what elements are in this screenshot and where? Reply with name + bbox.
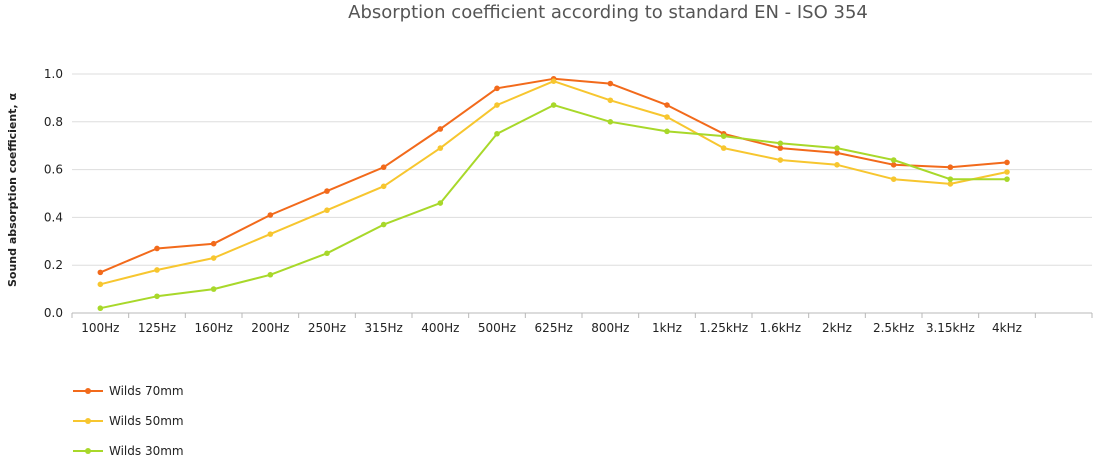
- data-point[interactable]: [324, 207, 330, 214]
- data-point[interactable]: [267, 212, 274, 218]
- data-point[interactable]: [834, 150, 840, 156]
- data-point[interactable]: [777, 140, 784, 147]
- data-point[interactable]: [380, 164, 387, 171]
- data-point[interactable]: [834, 162, 840, 168]
- data-point[interactable]: [97, 281, 104, 288]
- data-point[interactable]: [720, 145, 727, 151]
- legend-label: Wilds 30mm: [109, 444, 184, 458]
- y-tick-label: 0.2: [44, 258, 63, 272]
- data-point[interactable]: [947, 164, 954, 171]
- x-tick-label: 400Hz: [421, 321, 459, 335]
- data-point[interactable]: [1004, 176, 1010, 182]
- x-tick-label: 315Hz: [365, 321, 403, 335]
- y-tick-label: 0.0: [44, 306, 63, 320]
- x-tick-label: 800Hz: [591, 321, 629, 335]
- x-tick-label: 625Hz: [535, 321, 573, 335]
- series-3: [97, 102, 1010, 312]
- y-tick-label: 1.0: [44, 67, 63, 81]
- legend-label: Wilds 70mm: [109, 384, 184, 398]
- data-point[interactable]: [777, 157, 784, 163]
- y-tick-label: 0.6: [44, 163, 63, 177]
- data-point[interactable]: [210, 286, 217, 292]
- legend-item-2[interactable]: Wilds 50mm: [73, 414, 184, 428]
- data-point[interactable]: [1004, 159, 1010, 166]
- data-point[interactable]: [154, 293, 160, 300]
- data-point[interactable]: [664, 114, 670, 120]
- x-tick-label: 250Hz: [308, 321, 346, 335]
- data-point[interactable]: [890, 162, 897, 168]
- data-point[interactable]: [210, 240, 217, 247]
- x-tick-label: 3.15kHz: [926, 321, 975, 335]
- y-axis-label: Sound absorption coefficient, α: [6, 93, 19, 287]
- series: [97, 75, 1010, 312]
- data-point[interactable]: [607, 97, 614, 104]
- data-point[interactable]: [550, 102, 557, 108]
- data-point[interactable]: [324, 188, 330, 194]
- legend-label: Wilds 50mm: [109, 414, 184, 428]
- legend-swatch-marker: [85, 388, 91, 394]
- legend-swatch-marker: [85, 418, 91, 424]
- data-point[interactable]: [777, 145, 784, 151]
- series-2: [97, 78, 1010, 288]
- x-tick-label: 100Hz: [81, 321, 119, 335]
- legend-item-1[interactable]: Wilds 70mm: [73, 384, 184, 398]
- x-tick-label: 1.6kHz: [760, 321, 801, 335]
- legend-item-3[interactable]: Wilds 30mm: [73, 444, 184, 458]
- data-point[interactable]: [720, 133, 727, 139]
- data-point[interactable]: [664, 128, 670, 135]
- y-tick-label: 0.8: [44, 115, 63, 129]
- data-point[interactable]: [494, 102, 500, 108]
- x-tick-label: 160Hz: [195, 321, 233, 335]
- y-tick-label: 0.4: [44, 210, 63, 224]
- x-tick-label: 500Hz: [478, 321, 516, 335]
- x-tick-label: 2.5kHz: [873, 321, 914, 335]
- data-point[interactable]: [607, 119, 614, 125]
- grid: [72, 73, 1092, 266]
- data-point[interactable]: [154, 267, 160, 273]
- data-point[interactable]: [267, 271, 274, 278]
- legend-swatch-marker: [85, 448, 91, 454]
- data-point[interactable]: [97, 305, 104, 312]
- data-point[interactable]: [664, 102, 670, 108]
- data-point[interactable]: [437, 126, 444, 132]
- data-point[interactable]: [380, 183, 387, 190]
- data-point[interactable]: [834, 145, 840, 151]
- legend[interactable]: Wilds 70mm Wilds 50mm Wilds 30mm: [73, 384, 184, 458]
- data-point[interactable]: [890, 157, 897, 163]
- data-point[interactable]: [947, 181, 954, 187]
- x-tick-label: 2kHz: [822, 321, 852, 335]
- data-point[interactable]: [494, 85, 500, 92]
- x-tick-label: 1.25kHz: [699, 321, 748, 335]
- data-point[interactable]: [607, 80, 614, 87]
- x-tick-label: 1kHz: [652, 321, 682, 335]
- data-point[interactable]: [324, 250, 330, 257]
- x-tick-label: 200Hz: [251, 321, 289, 335]
- data-point[interactable]: [437, 145, 444, 151]
- data-point[interactable]: [890, 176, 897, 182]
- x-tick-label: 125Hz: [138, 321, 176, 335]
- x-tick-label: 4kHz: [992, 321, 1022, 335]
- data-point[interactable]: [380, 221, 387, 228]
- series-line: [100, 104, 1007, 310]
- data-point[interactable]: [947, 176, 954, 182]
- data-point[interactable]: [267, 231, 274, 237]
- axes: 0.0 0.2 0.4 0.6 0.8 1.0 100Hz 125Hz 160Hz 200Hz 25…: [44, 67, 1093, 335]
- chart-title: Absorption coefficient according to stan…: [348, 2, 868, 23]
- data-point[interactable]: [550, 78, 557, 84]
- data-point[interactable]: [437, 200, 444, 206]
- data-point[interactable]: [494, 130, 500, 137]
- data-point[interactable]: [1004, 169, 1010, 175]
- data-point[interactable]: [210, 255, 217, 261]
- data-point[interactable]: [97, 269, 104, 276]
- series-line: [100, 80, 1008, 286]
- data-point[interactable]: [154, 245, 160, 252]
